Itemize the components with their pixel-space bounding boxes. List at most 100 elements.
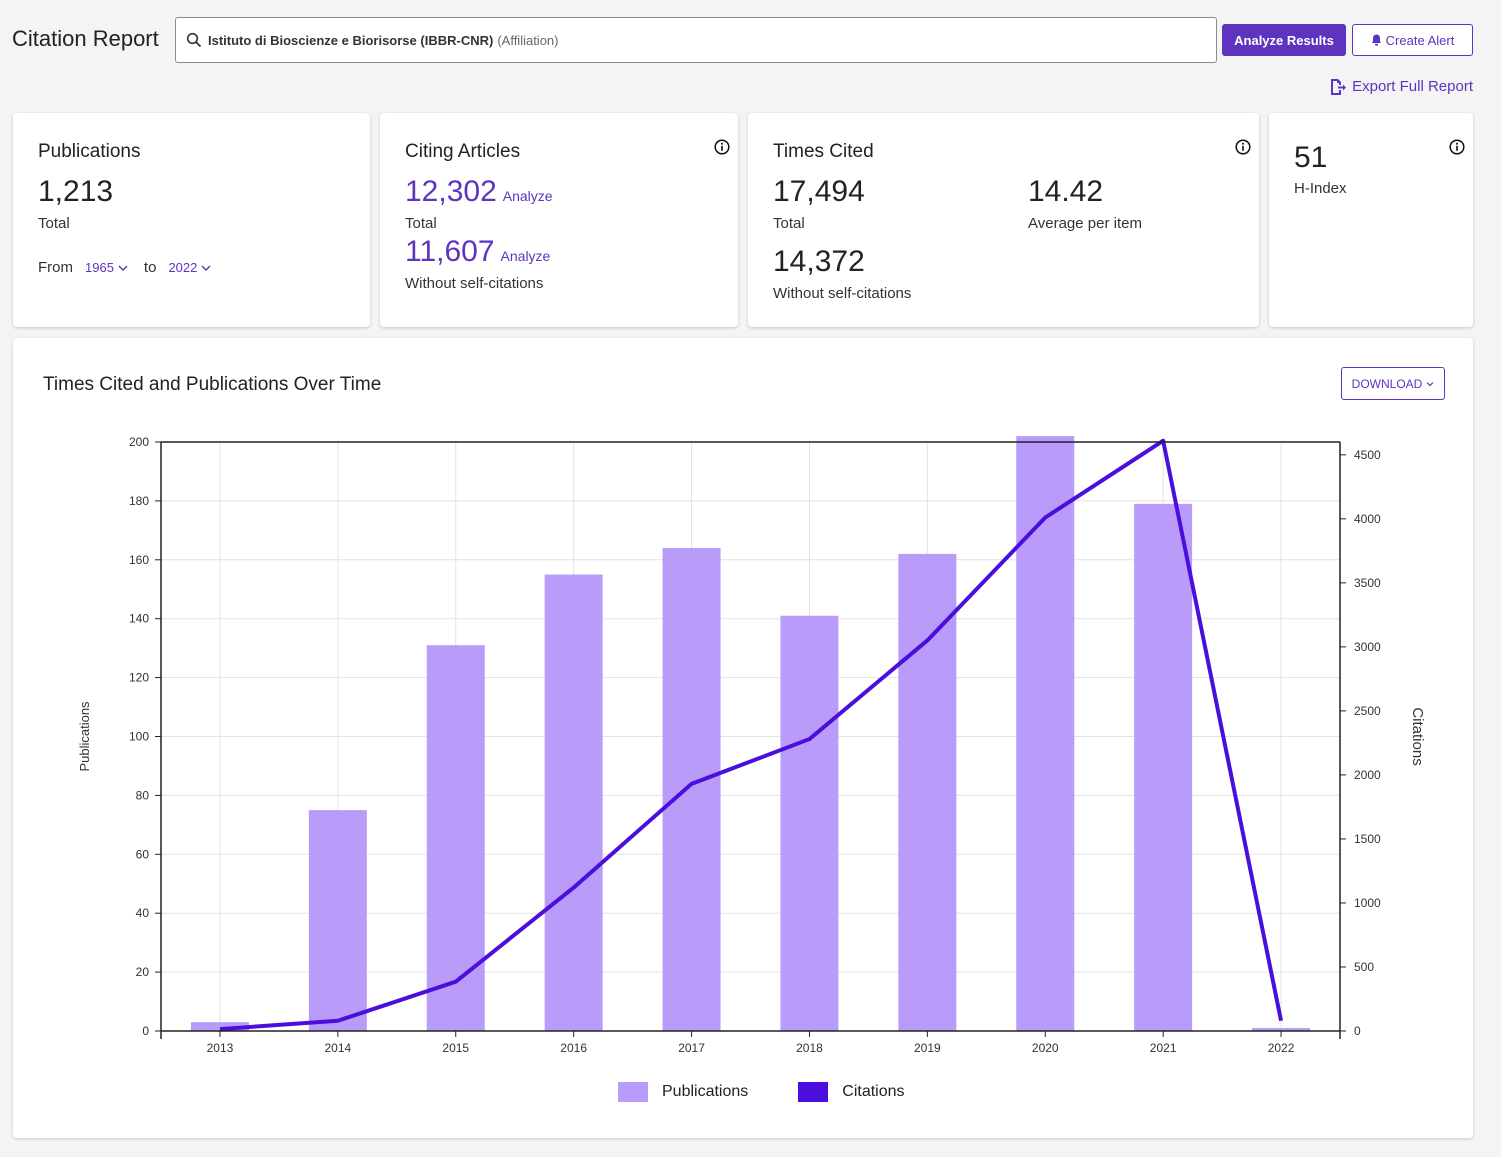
y2-axis-title: Citations xyxy=(1409,707,1426,765)
average-per-item: 14.42 xyxy=(1028,175,1104,208)
y-tick-label: 80 xyxy=(136,788,150,802)
y2-tick-label: 2000 xyxy=(1354,768,1381,782)
y2-tick-label: 1000 xyxy=(1354,896,1381,910)
page-title: Citation Report xyxy=(12,26,159,51)
x-tick-label: 2019 xyxy=(914,1041,941,1055)
y2-tick-label: 3000 xyxy=(1354,640,1381,654)
times-cited-total-label: Total xyxy=(773,215,805,232)
citing-without-row: 11,607 Analyze xyxy=(405,235,550,269)
from-year-value: 1965 xyxy=(85,260,114,275)
from-label: From xyxy=(38,259,73,276)
y2-tick-label: 4000 xyxy=(1354,512,1381,526)
search-icon xyxy=(186,32,202,48)
download-button[interactable]: DOWNLOAD xyxy=(1341,367,1445,400)
y-tick-label: 160 xyxy=(129,553,149,567)
chart-legend: Publications Citations xyxy=(618,1082,955,1102)
times-cited-without-label: Without self-citations xyxy=(773,285,912,302)
publications-card: Publications 1,213 Total From 1965 to 20… xyxy=(13,113,370,327)
x-tick-label: 2022 xyxy=(1268,1041,1295,1055)
h-index-card: 51 H-Index xyxy=(1269,113,1473,327)
export-full-report-link[interactable]: Export Full Report xyxy=(1330,78,1473,95)
y-tick-label: 140 xyxy=(129,612,149,626)
search-type: (Affiliation) xyxy=(497,32,559,48)
times-cited-total: 17,494 xyxy=(773,175,865,208)
chevron-down-icon xyxy=(1426,381,1434,386)
top-bar: Citation Report Istituto di Bioscienze e… xyxy=(0,0,1501,80)
x-tick-label: 2014 xyxy=(324,1041,351,1055)
create-alert-label: Create Alert xyxy=(1385,32,1455,48)
x-tick-label: 2017 xyxy=(678,1041,705,1055)
publications-bar xyxy=(662,548,721,1031)
info-icon[interactable] xyxy=(1449,139,1465,155)
y2-tick-label: 2500 xyxy=(1354,704,1381,718)
bell-icon xyxy=(1371,34,1381,46)
publications-bar xyxy=(190,1022,249,1031)
y-axis-title: Publications xyxy=(77,701,92,772)
h-index-value: 51 xyxy=(1294,141,1328,174)
publications-total-label: Total xyxy=(38,215,70,232)
to-year-dropdown[interactable]: 2022 xyxy=(168,260,211,275)
publications-bar xyxy=(898,553,957,1031)
y-tick-label: 60 xyxy=(136,847,150,861)
chart-title: Times Cited and Publications Over Time xyxy=(43,374,382,395)
publications-title: Publications xyxy=(38,141,141,162)
publications-range: From 1965 to 2022 xyxy=(38,259,211,276)
times-cited-publications-chart: 0204060801001201401601802000500100015002… xyxy=(77,435,1426,1055)
from-year-dropdown[interactable]: 1965 xyxy=(85,260,128,275)
x-tick-label: 2021 xyxy=(1150,1041,1177,1055)
to-label: to xyxy=(143,259,157,276)
x-tick-label: 2018 xyxy=(796,1041,823,1055)
h-index-label: H-Index xyxy=(1294,180,1347,197)
export-full-report-label: Export Full Report xyxy=(1352,78,1473,95)
legend-citations-label: Citations xyxy=(842,1083,905,1100)
download-label: DOWNLOAD xyxy=(1351,376,1423,391)
citing-articles-title: Citing Articles xyxy=(405,141,521,162)
publications-bar xyxy=(780,615,839,1031)
search-query: Istituto di Bioscienze e Biorisorse (IBB… xyxy=(208,32,494,48)
publications-bar xyxy=(426,645,485,1031)
search-input[interactable]: Istituto di Bioscienze e Biorisorse (IBB… xyxy=(175,17,1217,63)
y-tick-label: 0 xyxy=(142,1024,149,1038)
citing-total-label: Total xyxy=(405,215,437,232)
x-tick-label: 2013 xyxy=(207,1041,234,1055)
y-tick-label: 100 xyxy=(129,730,149,744)
analyze-citing-link[interactable]: Analyze xyxy=(502,188,553,204)
citations-line xyxy=(219,438,1284,1032)
info-icon[interactable] xyxy=(714,139,730,155)
y-tick-label: 20 xyxy=(136,965,150,979)
export-file-icon xyxy=(1331,78,1347,95)
y-tick-label: 40 xyxy=(136,906,150,920)
publications-bar xyxy=(1016,436,1075,1031)
chart-card: Times Cited and Publications Over Time D… xyxy=(13,338,1473,1138)
y2-tick-label: 1500 xyxy=(1354,832,1381,846)
chevron-down-icon xyxy=(118,265,128,271)
legend-publications-label: Publications xyxy=(662,1083,749,1100)
info-icon[interactable] xyxy=(1235,139,1251,155)
legend-publications[interactable]: Publications xyxy=(618,1082,748,1102)
publications-bar xyxy=(1252,1028,1311,1031)
to-year-value: 2022 xyxy=(168,260,198,275)
citing-without-label: Without self-citations xyxy=(405,275,544,292)
analyze-without-self-link[interactable]: Analyze xyxy=(500,248,551,264)
analyze-results-button[interactable]: Analyze Results xyxy=(1222,24,1346,56)
citing-total: 12,302 xyxy=(405,175,497,208)
legend-publications-swatch xyxy=(618,1082,648,1102)
y-tick-label: 200 xyxy=(129,435,149,449)
chevron-down-icon xyxy=(201,265,211,271)
legend-citations[interactable]: Citations xyxy=(798,1082,905,1102)
create-alert-button[interactable]: Create Alert xyxy=(1352,24,1473,56)
y2-tick-label: 3500 xyxy=(1354,576,1381,590)
y2-tick-label: 0 xyxy=(1354,1024,1361,1038)
citing-articles-card: Citing Articles 12,302 Analyze Total 11,… xyxy=(380,113,738,327)
legend-citations-swatch xyxy=(798,1082,829,1102)
times-cited-card: Times Cited 17,494 Total 14.42 Average p… xyxy=(748,113,1259,327)
publications-total: 1,213 xyxy=(38,175,114,208)
y2-tick-label: 500 xyxy=(1354,960,1374,974)
times-cited-without-self: 14,372 xyxy=(773,245,865,278)
citing-total-row: 12,302 Analyze xyxy=(405,175,553,209)
x-tick-label: 2016 xyxy=(560,1041,587,1055)
y-tick-label: 120 xyxy=(129,671,149,685)
publications-bar xyxy=(1134,503,1193,1032)
x-tick-label: 2020 xyxy=(1032,1041,1059,1055)
publications-bar xyxy=(544,574,603,1031)
